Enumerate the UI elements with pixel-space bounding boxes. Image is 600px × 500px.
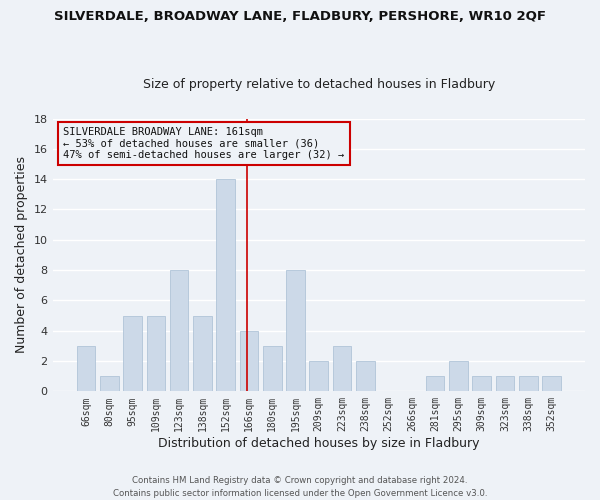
Bar — [77, 346, 95, 392]
Title: Size of property relative to detached houses in Fladbury: Size of property relative to detached ho… — [143, 78, 495, 91]
Bar — [263, 346, 281, 392]
Bar — [123, 316, 142, 392]
Bar — [333, 346, 352, 392]
Bar — [193, 316, 212, 392]
Text: SILVERDALE BROADWAY LANE: 161sqm
← 53% of detached houses are smaller (36)
47% o: SILVERDALE BROADWAY LANE: 161sqm ← 53% o… — [63, 126, 344, 160]
Bar — [449, 361, 468, 392]
Bar — [472, 376, 491, 392]
Bar — [426, 376, 445, 392]
Bar — [217, 179, 235, 392]
Bar — [496, 376, 514, 392]
Bar — [310, 361, 328, 392]
Text: SILVERDALE, BROADWAY LANE, FLADBURY, PERSHORE, WR10 2QF: SILVERDALE, BROADWAY LANE, FLADBURY, PER… — [54, 10, 546, 23]
Bar — [239, 330, 258, 392]
Bar — [146, 316, 165, 392]
Bar — [170, 270, 188, 392]
Bar — [356, 361, 374, 392]
X-axis label: Distribution of detached houses by size in Fladbury: Distribution of detached houses by size … — [158, 437, 479, 450]
Bar — [519, 376, 538, 392]
Y-axis label: Number of detached properties: Number of detached properties — [15, 156, 28, 354]
Bar — [542, 376, 561, 392]
Text: Contains HM Land Registry data © Crown copyright and database right 2024.
Contai: Contains HM Land Registry data © Crown c… — [113, 476, 487, 498]
Bar — [286, 270, 305, 392]
Bar — [100, 376, 119, 392]
